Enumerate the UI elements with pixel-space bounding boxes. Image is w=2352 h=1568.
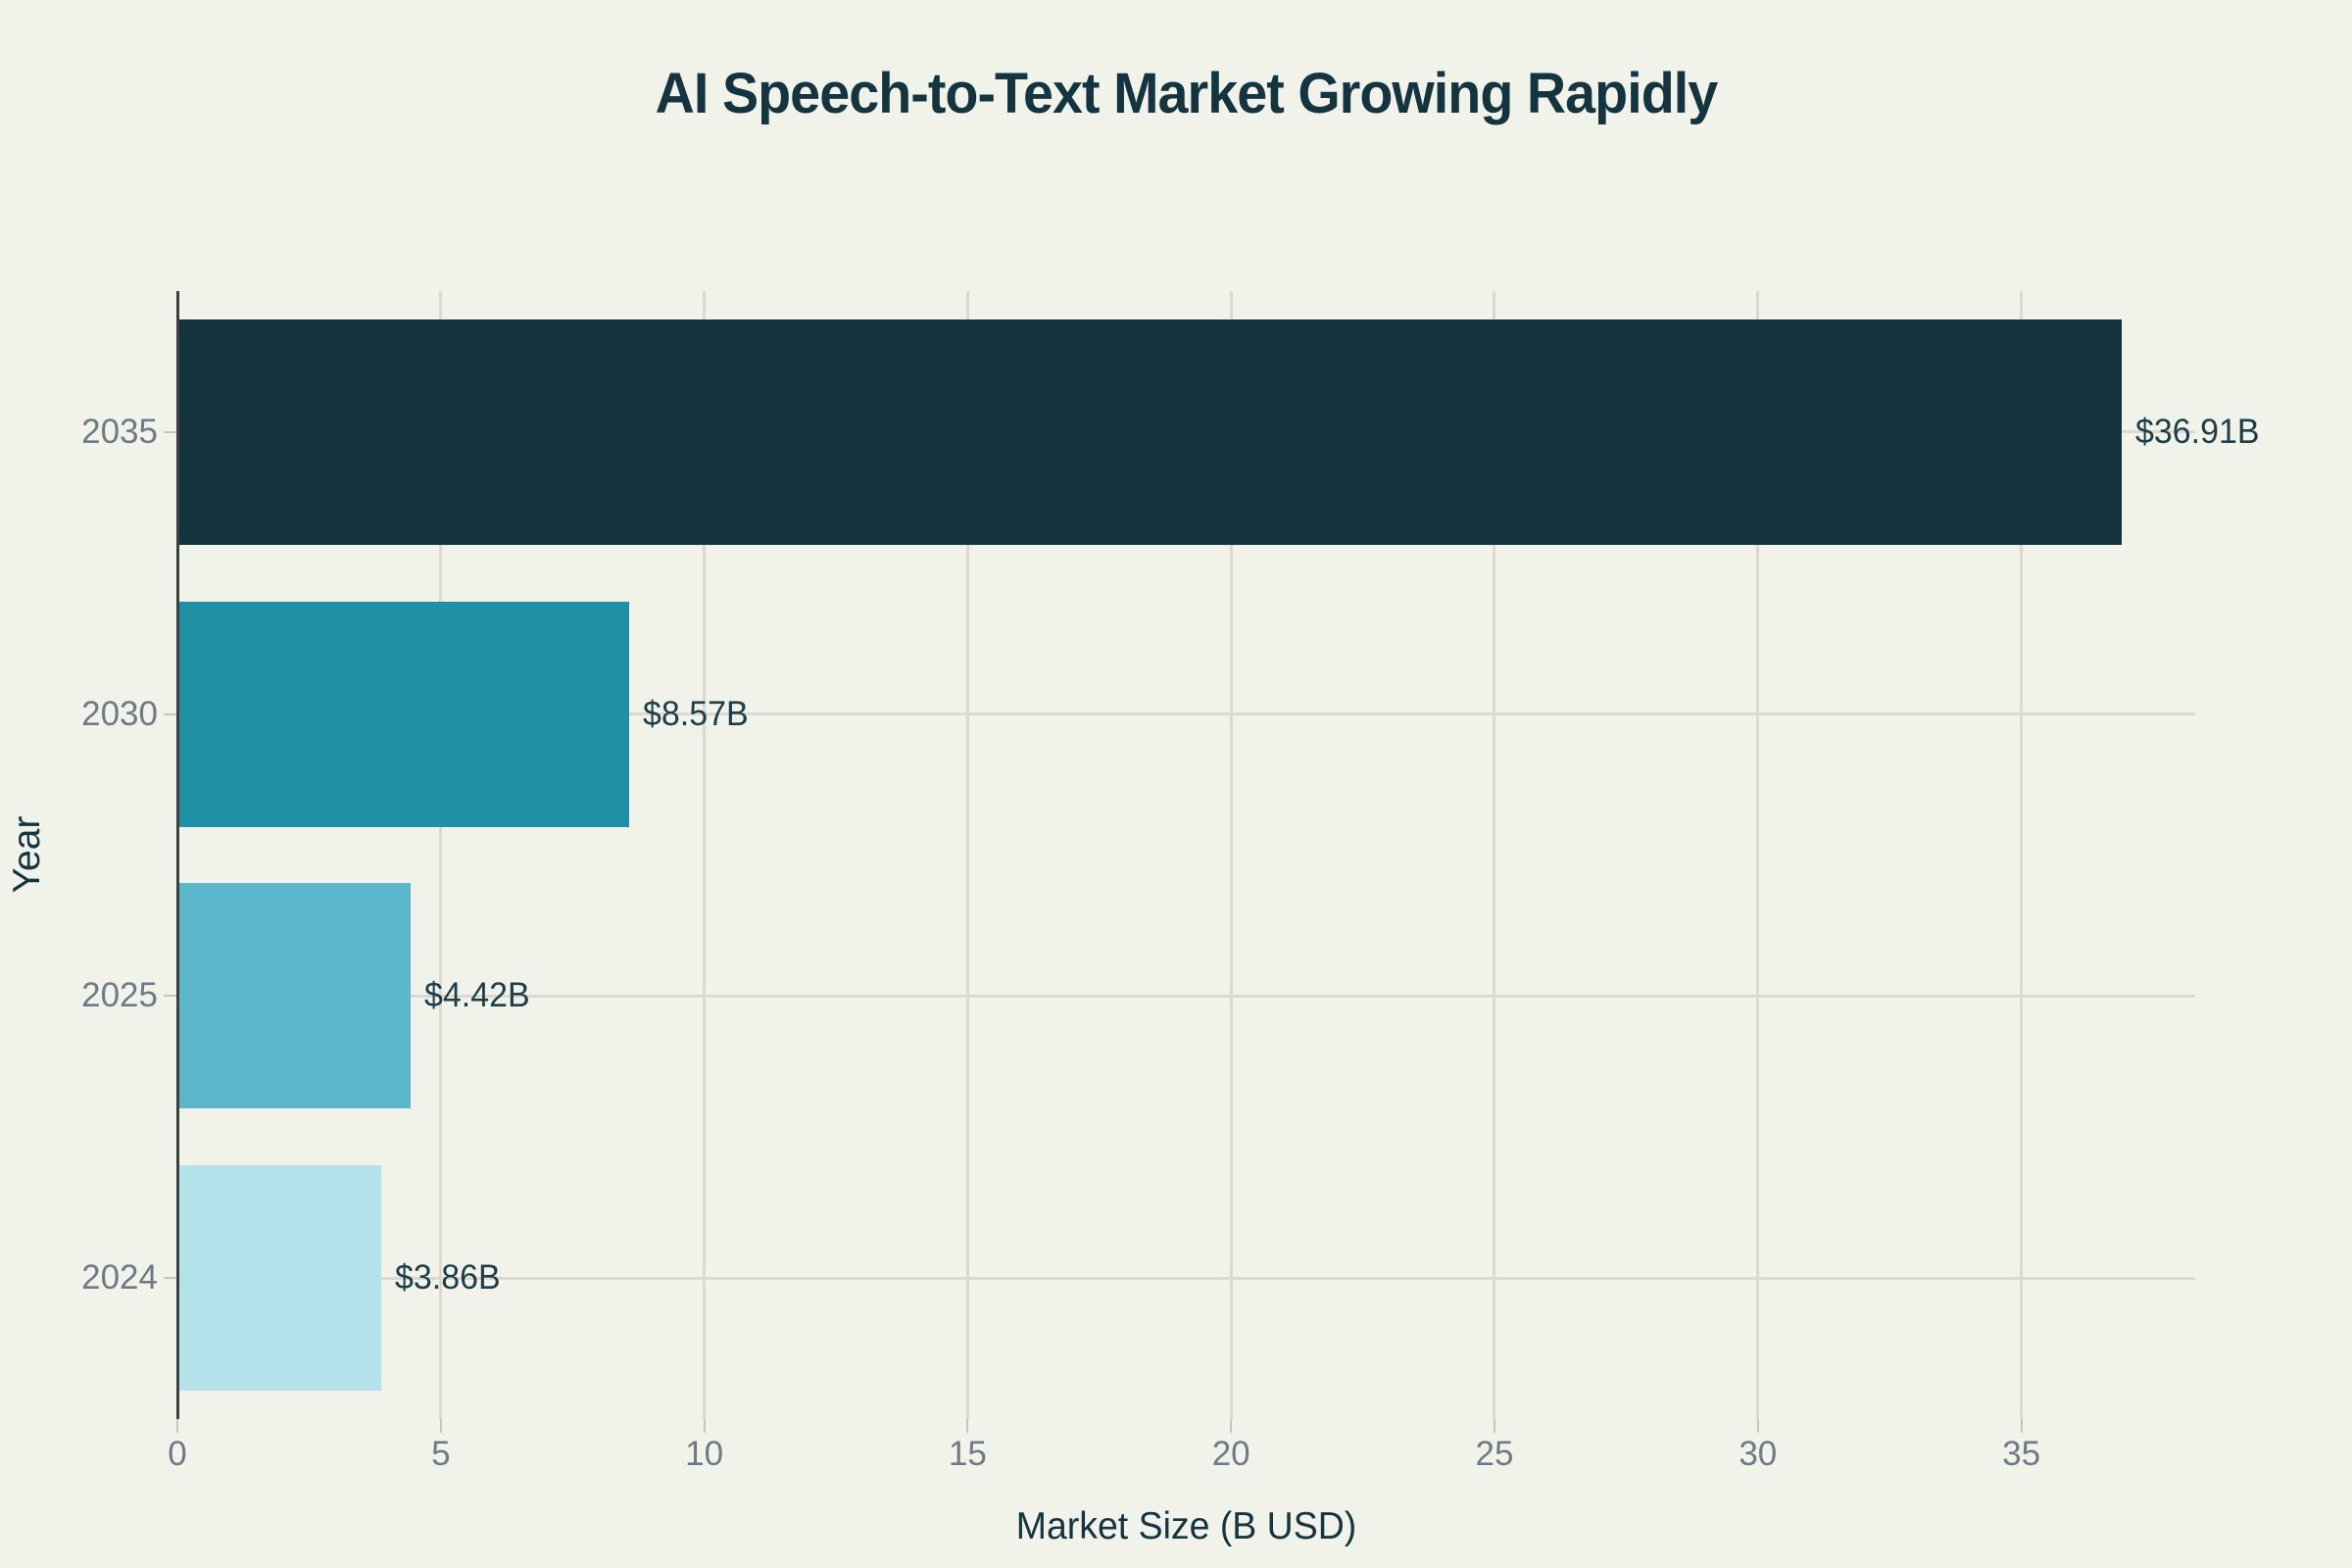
bar-value-label: $8.57B — [642, 694, 749, 733]
y-tick-mark — [164, 1277, 177, 1280]
x-tick-label: 10 — [685, 1435, 724, 1473]
y-tick-mark — [164, 712, 177, 715]
bar-2025 — [177, 883, 411, 1109]
x-tick-label: 20 — [1211, 1435, 1250, 1473]
vertical-gridline — [703, 291, 707, 1419]
x-tick-mark — [966, 1419, 969, 1433]
y-axis-title: Year — [6, 815, 48, 894]
bar-value-label: $4.42B — [423, 976, 530, 1015]
horizontal-gridline — [177, 712, 2195, 716]
horizontal-gridline — [177, 994, 2195, 998]
x-tick-label: 25 — [1475, 1435, 1514, 1473]
x-tick-mark — [1230, 1419, 1233, 1433]
x-tick-label: 35 — [2002, 1435, 2041, 1473]
x-tick-mark — [703, 1419, 706, 1433]
y-tick-label: 2025 — [81, 976, 158, 1015]
bar-2035 — [177, 318, 2123, 545]
x-tick-mark — [2020, 1419, 2023, 1433]
y-tick-mark — [164, 430, 177, 433]
vertical-gridline — [439, 291, 443, 1419]
vertical-gridline — [1229, 291, 1233, 1419]
vertical-gridline — [1756, 291, 1760, 1419]
x-tick-mark — [1756, 1419, 1759, 1433]
x-tick-label: 5 — [431, 1435, 451, 1473]
x-tick-label: 15 — [948, 1435, 987, 1473]
x-axis-title: Market Size (B USD) — [1015, 1505, 1357, 1547]
y-axis-line — [176, 291, 179, 1419]
y-tick-label: 2030 — [81, 694, 158, 733]
y-tick-mark — [164, 995, 177, 998]
bar-value-label: $3.86B — [394, 1258, 501, 1298]
vertical-gridline — [2020, 291, 2024, 1419]
y-tick-label: 2024 — [81, 1258, 158, 1298]
x-tick-mark — [439, 1419, 442, 1433]
bar-2024 — [177, 1165, 381, 1392]
chart-title: AI Speech-to-Text Market Growing Rapidly — [655, 62, 1719, 125]
y-tick-label: 2035 — [81, 412, 158, 451]
vertical-gridline — [1493, 291, 1496, 1419]
bar-value-label: $36.91B — [2135, 412, 2260, 451]
vertical-gridline — [965, 291, 969, 1419]
bar-2030 — [177, 601, 629, 827]
x-tick-mark — [1493, 1419, 1495, 1433]
x-tick-label: 0 — [168, 1435, 187, 1473]
x-tick-label: 30 — [1739, 1435, 1778, 1473]
x-tick-mark — [176, 1419, 178, 1433]
horizontal-gridline — [177, 1276, 2195, 1280]
